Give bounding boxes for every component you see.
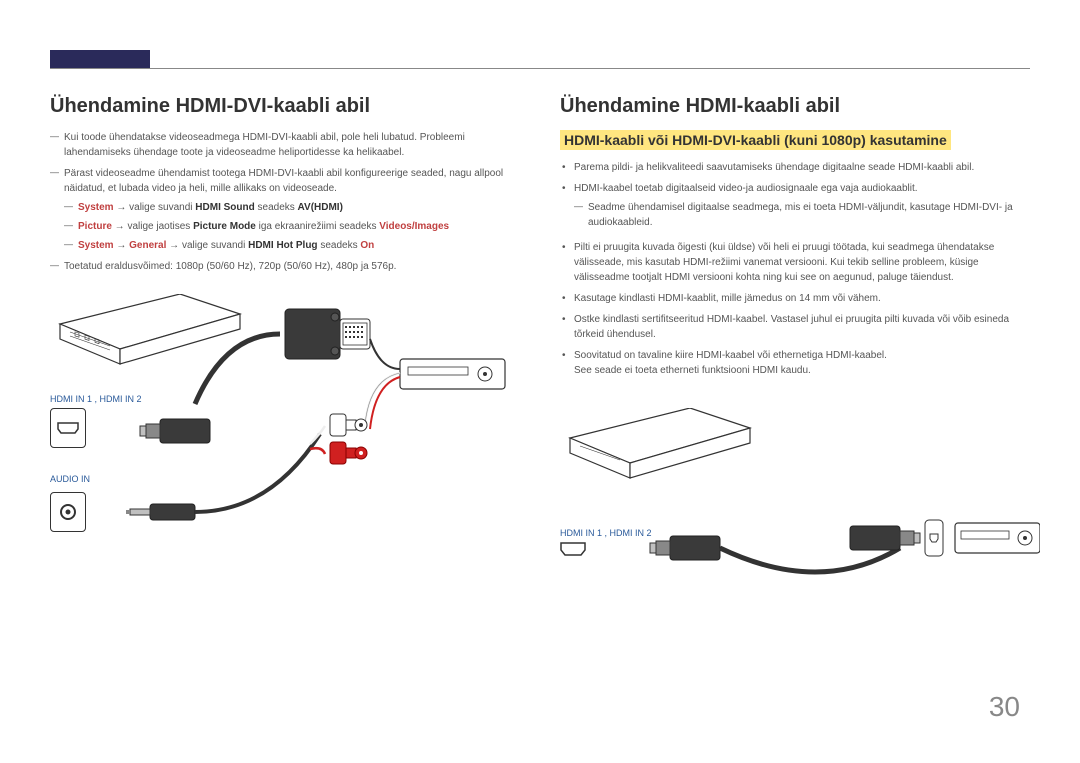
- port-block-hdmi: HDMI IN 1 , HDMI IN 2: [50, 394, 142, 448]
- port-audio-label: AUDIO IN: [50, 474, 90, 484]
- setting-item: System → valige suvandi HDMI Sound seade…: [64, 200, 520, 215]
- content-columns: Ühendamine HDMI-DVI-kaabli abil Kui tood…: [50, 95, 1030, 608]
- port-block-hdmi-right: HDMI IN 1 , HDMI IN 2: [560, 528, 652, 556]
- right-bullets-2: Pilti ei pruugita kuvada õigesti (kui ül…: [560, 240, 1030, 378]
- port-block-audio: AUDIO IN: [50, 474, 90, 532]
- right-column: Ühendamine HDMI-kaabli abil HDMI-kaabli …: [560, 95, 1030, 608]
- bullet-item: Parema pildi- ja helikvaliteedi saavutam…: [560, 160, 1030, 175]
- bullet-item: Pilti ei pruugita kuvada õigesti (kui ül…: [560, 240, 1030, 285]
- audio-port-icon: [50, 492, 86, 532]
- bullet-item: Kasutage kindlasti HDMI-kaablit, mille j…: [560, 291, 1030, 306]
- bullet-item: HDMI-kaabel toetab digitaalseid video-ja…: [560, 181, 1030, 230]
- right-heading: Ühendamine HDMI-kaabli abil: [560, 95, 1030, 118]
- port-hdmi-label-right: HDMI IN 1 , HDMI IN 2: [560, 528, 652, 538]
- page-number: 30: [989, 691, 1020, 723]
- bullet-item: Soovitatud on tavaline kiire HDMI-kaabel…: [560, 348, 1030, 378]
- hdmi-port-icon-right: [560, 542, 652, 556]
- left-heading: Ühendamine HDMI-DVI-kaabli abil: [50, 95, 520, 118]
- hdmi-port-icon: [50, 408, 86, 448]
- sub-dash-item: Seadme ühendamisel digitaalse seadmega, …: [574, 200, 1030, 230]
- right-diagram: HDMI IN 1 , HDMI IN 2: [560, 408, 1030, 608]
- bullet-item: Ostke kindlasti sertifitseeritud HDMI-ka…: [560, 312, 1030, 342]
- note-item: Kui toode ühendatakse videoseadmega HDMI…: [50, 130, 520, 160]
- port-hdmi-label: HDMI IN 1 , HDMI IN 2: [50, 394, 142, 404]
- header-rule: [50, 68, 1030, 69]
- right-bullets-1: Parema pildi- ja helikvaliteedi saavutam…: [560, 160, 1030, 230]
- note-item: Pärast videoseadme ühendamist tootega HD…: [50, 166, 520, 253]
- setting-item: Picture → valige jaotises Picture Mode i…: [64, 219, 520, 234]
- left-notes: Kui toode ühendatakse videoseadmega HDMI…: [50, 130, 520, 274]
- setting-item: System → General → valige suvandi HDMI H…: [64, 238, 520, 253]
- note-item: Toetatud eraldusvõimed: 1080p (50/60 Hz)…: [50, 259, 520, 274]
- right-subheading: HDMI-kaabli või HDMI-DVI-kaabli (kuni 10…: [560, 130, 951, 150]
- left-diagram: HDMI IN 1 , HDMI IN 2 AUDIO IN: [50, 294, 520, 574]
- settings-list: System → valige suvandi HDMI Sound seade…: [64, 200, 520, 253]
- hdmi-diagram-svg: [560, 408, 1040, 608]
- left-column: Ühendamine HDMI-DVI-kaabli abil Kui tood…: [50, 95, 520, 608]
- header-accent-bar: [50, 50, 150, 68]
